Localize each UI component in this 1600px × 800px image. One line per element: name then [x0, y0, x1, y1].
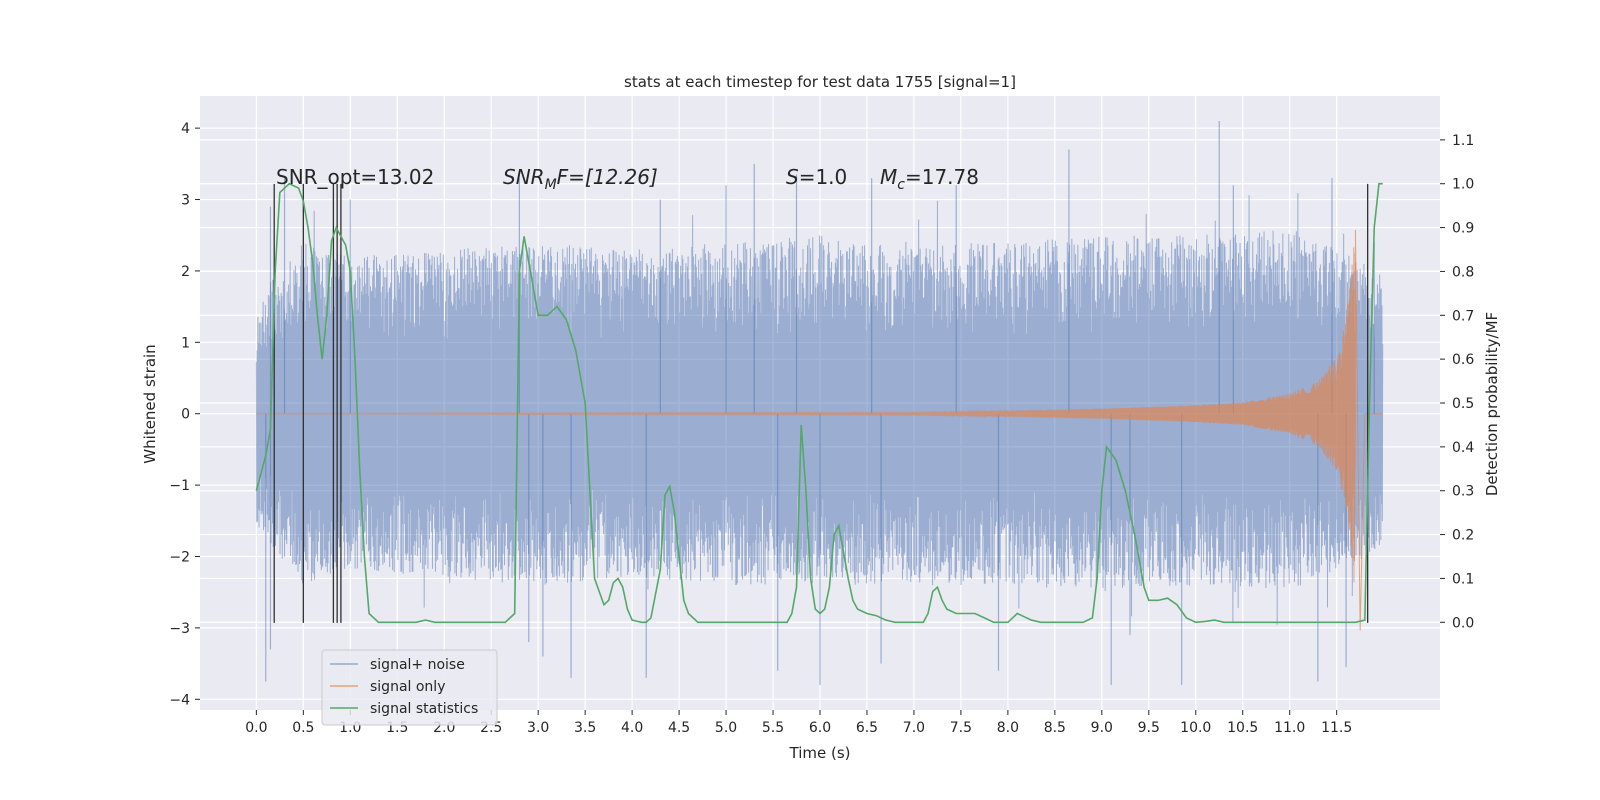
x-tick-label: 9.5	[1138, 720, 1160, 736]
y2-tick-label: 0.0	[1452, 615, 1474, 631]
annotation-s-value: =1.0	[799, 165, 848, 189]
y2-tick-label: 0.2	[1452, 528, 1474, 544]
y2-tick-label: 0.3	[1452, 484, 1474, 500]
x-tick-label: 3.5	[574, 720, 596, 736]
y-tick-label: 4	[181, 121, 190, 137]
x-tick-label: 0.5	[292, 720, 314, 736]
annotation-snr-mf-label: SNR	[503, 165, 545, 189]
signal-series	[256, 230, 1383, 631]
annotation-mc-sub: c	[897, 177, 905, 193]
annotation-mc: Mc=17.78	[880, 165, 979, 193]
x-tick-label: 8.0	[997, 720, 1019, 736]
signal-line	[256, 230, 1383, 631]
x-tick-label: 9.0	[1091, 720, 1113, 736]
y2-tick-label: 0.6	[1452, 352, 1474, 368]
legend-label-signal: signal only	[370, 679, 445, 695]
chart-title: stats at each timestep for test data 175…	[624, 73, 1016, 91]
annotation-snr-mf-sub: M	[545, 177, 557, 193]
annotation-mc-value: =17.78	[905, 165, 979, 189]
x-tick-label: 7.0	[903, 720, 925, 736]
x-tick-label: 5.5	[762, 720, 784, 736]
noise-series	[255, 120, 1384, 686]
y-tick-label: −3	[169, 621, 190, 637]
y2-tick-label: 1.0	[1452, 177, 1474, 193]
x-tick-label: 7.5	[950, 720, 972, 736]
y2-tick-label: 0.5	[1452, 396, 1474, 412]
y-tick-label: 3	[181, 193, 190, 209]
stats-line	[255, 182, 1383, 624]
y2-tick-label: 0.7	[1452, 308, 1474, 324]
annotation-snr-opt: SNR_opt=13.02	[276, 165, 434, 189]
noise-line	[255, 193, 1384, 625]
x-tick-label: 6.0	[809, 720, 831, 736]
marker-lines	[273, 183, 1369, 623]
x-axis-ticks: 0.0 0.5 1.0 1.5 2.0 2.5 3.0 3.5 4.0 4.5 5.0 5.5 6.0 6…	[245, 710, 1352, 736]
y-tick-label: −4	[169, 692, 190, 708]
annotation-snr-mf: SNRMF=[12.26]	[503, 165, 658, 193]
annotation-mc-label: M	[880, 165, 897, 189]
x-tick-label: 0.0	[245, 720, 267, 736]
y2-tick-label: 1.1	[1452, 133, 1474, 149]
x-tick-label: 5.0	[715, 720, 737, 736]
y-tick-label: 2	[181, 264, 190, 280]
x-tick-label: 6.5	[856, 720, 878, 736]
y-axis-label: Whitened strain	[141, 344, 159, 463]
legend-box	[321, 649, 498, 726]
x-tick-label: 11.5	[1321, 720, 1352, 736]
legend-label-noise: signal+ noise	[370, 657, 465, 673]
x-tick-label: 8.5	[1044, 720, 1066, 736]
legend: signal+ noise signal only signal statist…	[321, 649, 498, 726]
x-tick-label: 4.5	[668, 720, 690, 736]
legend-label-stats: signal statistics	[370, 701, 478, 717]
x-axis-label: Time (s)	[789, 744, 851, 762]
y-tick-label: 0	[181, 407, 190, 423]
y2-tick-label: 0.4	[1452, 440, 1474, 456]
x-tick-label: 3.0	[527, 720, 549, 736]
x-tick-label: 11.0	[1274, 720, 1305, 736]
y2-tick-label: 0.1	[1452, 571, 1474, 587]
annotation-s: S=1.0	[786, 165, 847, 189]
y2-tick-label: 0.9	[1452, 221, 1474, 237]
x-tick-label: 4.0	[621, 720, 643, 736]
annotation-snr-mf-tail: F=[12.26]	[557, 165, 658, 189]
stats-series	[255, 182, 1383, 624]
y-tick-label: −1	[169, 478, 190, 494]
x-tick-label: 10.5	[1227, 720, 1258, 736]
annotation-s-label: S	[786, 165, 799, 189]
y-axis-ticks: −4 −3 −2 −1 0 1 2 3 4	[169, 121, 200, 708]
x-tick-label: 10.0	[1180, 720, 1211, 736]
y2-axis-label: Detection probability/MF	[1483, 312, 1501, 496]
y-tick-label: −2	[169, 550, 190, 566]
y2-axis-ticks: 0.0 0.1 0.2 0.3 0.4 0.5 0.6 0.7 0.8 0.9 1.0 1.1	[1440, 133, 1474, 631]
y-tick-label: 1	[181, 335, 190, 351]
y2-tick-label: 0.8	[1452, 264, 1474, 280]
